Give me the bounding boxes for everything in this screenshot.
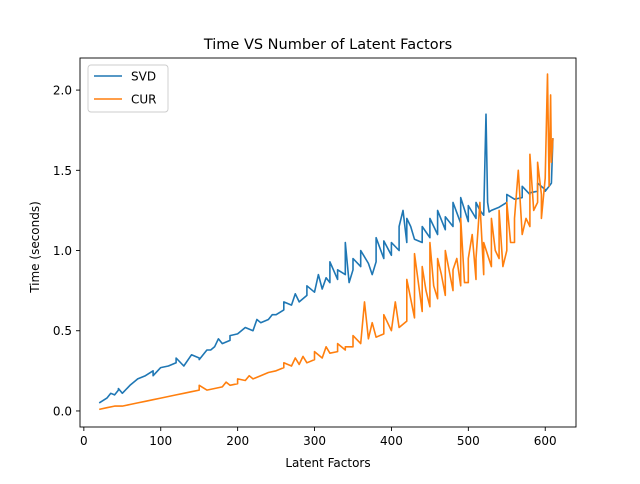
x-axis-label: Latent Factors [285, 456, 370, 470]
legend-label-cur: CUR [131, 93, 157, 107]
x-tick-label: 300 [303, 434, 326, 448]
y-axis-label: Time (seconds) [28, 201, 42, 294]
legend: SVD CUR [87, 64, 169, 113]
series-line-svd [98, 113, 554, 404]
x-tick-label: 100 [149, 434, 172, 448]
y-tick-label: 2.0 [53, 84, 72, 98]
x-tick-label: 0 [80, 434, 88, 448]
legend-label-svd: SVD [131, 70, 156, 84]
plot-area: 0 100 200 300 400 500 600 0.0 0.5 1.0 1.5 2.0 SVD CUR [53, 57, 577, 448]
x-tick-label: 500 [457, 434, 480, 448]
x-tick-label: 400 [380, 434, 403, 448]
series-line-cur [99, 73, 554, 411]
axes-frame [79, 57, 577, 428]
y-tick-label: 1.0 [53, 244, 72, 258]
y-tick-label: 1.5 [53, 164, 72, 178]
x-tick-label: 600 [534, 434, 557, 448]
y-tick-label: 0.0 [53, 404, 72, 418]
y-tick-label: 0.5 [53, 324, 72, 338]
x-tick-label: 200 [226, 434, 249, 448]
chart-title: Time VS Number of Latent Factors [203, 37, 452, 53]
